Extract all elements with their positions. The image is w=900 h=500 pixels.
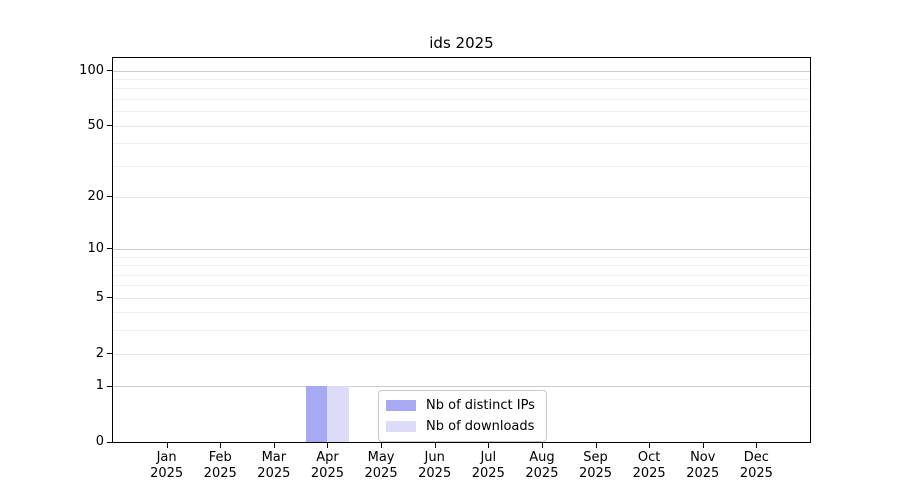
x-tick-mark	[595, 443, 597, 448]
x-tick-month: Oct	[637, 450, 661, 465]
x-tick-label: May 2025	[349, 450, 413, 482]
y-tick-label: 1	[95, 378, 104, 394]
minor-gridline	[113, 274, 810, 276]
x-tick-mark	[488, 443, 490, 448]
minor-gridline	[113, 265, 810, 267]
y-tick-mark	[107, 125, 112, 127]
minor-gridline	[113, 111, 810, 113]
legend-label: Nb of distinct IPs	[426, 398, 535, 413]
x-tick-year: 2025	[364, 466, 398, 481]
bar-downloads	[327, 386, 349, 442]
x-tick-year: 2025	[418, 466, 452, 481]
x-tick-mark	[220, 443, 222, 448]
x-tick-label: Sep 2025	[564, 450, 628, 482]
y-tick-label: 10	[87, 240, 104, 256]
x-tick-month: Dec	[743, 450, 769, 465]
legend-item: Nb of downloads	[386, 418, 535, 435]
major-gridline	[113, 125, 810, 127]
x-tick-label: Oct 2025	[617, 450, 681, 482]
major-gridline	[113, 353, 810, 355]
x-tick-label: Mar 2025	[242, 450, 306, 482]
x-tick-month: Apr	[316, 450, 339, 465]
minor-gridline	[113, 143, 810, 145]
x-tick-year: 2025	[257, 466, 291, 481]
y-tick-label: 20	[87, 188, 104, 204]
x-tick-month: Jun	[424, 450, 445, 465]
legend-item: Nb of distinct IPs	[386, 397, 535, 414]
legend-swatch	[386, 421, 416, 432]
x-tick-label: Aug 2025	[510, 450, 574, 482]
minor-gridline	[113, 88, 810, 90]
legend-swatch	[386, 400, 416, 411]
major-gridline	[113, 386, 810, 388]
x-tick-year: 2025	[525, 466, 559, 481]
x-tick-mark	[327, 443, 329, 448]
x-tick-mark	[702, 443, 704, 448]
plot-area: Nb of distinct IPs Nb of downloads	[112, 57, 811, 443]
x-tick-mark	[273, 443, 275, 448]
bar-distinct-ips	[305, 386, 328, 442]
minor-gridline	[113, 312, 810, 314]
x-tick-year: 2025	[739, 466, 773, 481]
y-tick-label: 0	[95, 434, 104, 449]
x-tick-mark	[756, 443, 758, 448]
x-tick-year: 2025	[578, 466, 613, 481]
y-tick-label: 5	[95, 289, 104, 305]
minor-gridline	[113, 78, 810, 80]
x-tick-year: 2025	[471, 466, 505, 481]
x-tick-label: Apr 2025	[295, 450, 359, 482]
minor-gridline	[113, 256, 810, 258]
x-tick-label: Feb 2025	[188, 450, 252, 482]
minor-gridline	[113, 165, 810, 167]
x-tick-month: Aug	[529, 450, 555, 465]
y-tick-label: 50	[87, 117, 104, 133]
y-tick-mark	[107, 196, 112, 198]
x-tick-month: Nov	[690, 450, 716, 465]
x-tick-year: 2025	[686, 466, 720, 481]
x-tick-month: Jul	[480, 450, 497, 465]
major-gridline	[113, 297, 810, 299]
x-tick-mark	[434, 443, 436, 448]
x-tick-label: Jan 2025	[135, 450, 199, 482]
x-tick-month: May	[367, 450, 395, 465]
x-tick-year: 2025	[150, 466, 184, 481]
minor-gridline	[113, 98, 810, 100]
x-tick-label: Jul 2025	[456, 450, 520, 482]
y-tick-label: 100	[79, 62, 104, 78]
y-tick-mark	[107, 385, 112, 387]
y-tick-mark	[107, 441, 112, 443]
x-tick-mark	[166, 443, 168, 448]
legend: Nb of distinct IPs Nb of downloads	[378, 390, 547, 442]
x-tick-year: 2025	[203, 466, 237, 481]
x-tick-year: 2025	[632, 466, 666, 481]
y-tick-mark	[107, 248, 112, 250]
x-tick-label: Jun 2025	[403, 450, 467, 482]
x-tick-label: Nov 2025	[671, 450, 735, 482]
major-gridline	[113, 70, 810, 72]
x-tick-year: 2025	[310, 466, 344, 481]
x-tick-month: Sep	[583, 450, 608, 465]
chart-title: ids 2025	[429, 34, 494, 52]
x-tick-label: Dec 2025	[724, 450, 788, 482]
legend-label: Nb of downloads	[426, 419, 535, 434]
major-gridline	[113, 196, 810, 198]
minor-gridline	[113, 330, 810, 332]
y-tick-mark	[107, 297, 112, 299]
y-tick-label: 2	[95, 345, 104, 361]
x-tick-mark	[541, 443, 543, 448]
y-tick-mark	[107, 70, 112, 72]
x-tick-month: Mar	[261, 450, 287, 465]
major-gridline	[113, 248, 810, 250]
x-tick-mark	[649, 443, 651, 448]
x-tick-month: Feb	[208, 450, 232, 465]
minor-gridline	[113, 285, 810, 287]
x-tick-month: Jan	[156, 450, 177, 465]
x-tick-mark	[381, 443, 383, 448]
y-tick-mark	[107, 353, 112, 355]
